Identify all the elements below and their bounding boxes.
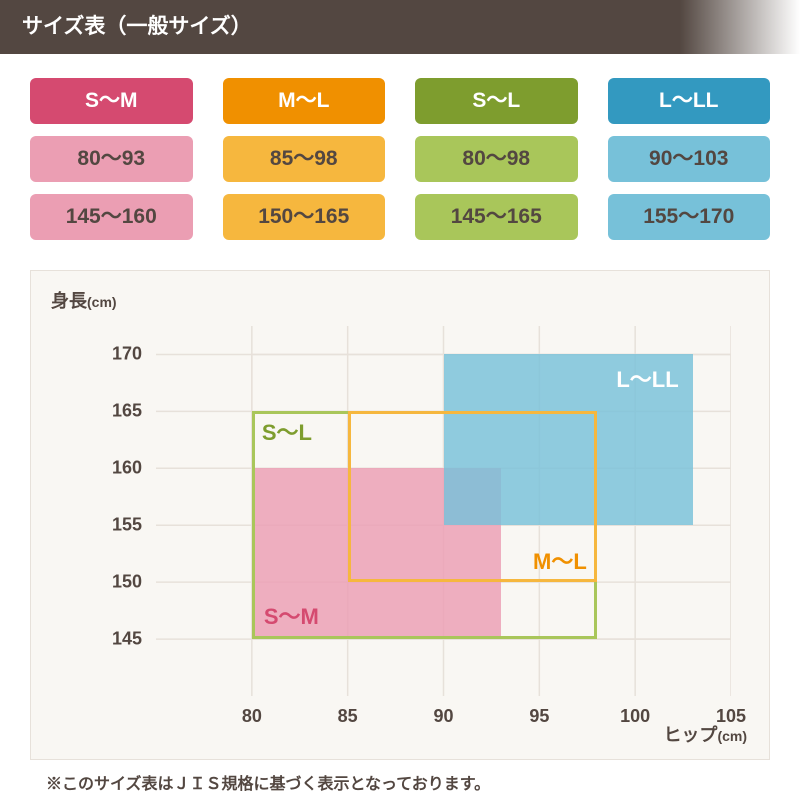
size-chart: 身長(cm) 80859095100105145150155160165170S… [30, 270, 770, 760]
x-tick: 100 [620, 696, 650, 727]
size-table: S～M M～L S～L L～LL 80～93 85～98 80～98 90～103 145～… [0, 54, 800, 270]
x-tick: 80 [242, 696, 262, 727]
size-cell: 150～165 [223, 194, 386, 240]
header-title: サイズ表（一般サイズ） [0, 0, 800, 54]
x-axis-title: ヒップ(cm) [663, 721, 747, 747]
size-cell: S～L [415, 78, 578, 124]
size-cell: 155～170 [608, 194, 771, 240]
size-cell: 80～93 [30, 136, 193, 182]
size-cell: L～LL [608, 78, 771, 124]
plot-area: 80859095100105145150155160165170S～ML～LLS… [156, 326, 731, 696]
y-tick: 150 [112, 572, 156, 593]
y-tick: 165 [112, 401, 156, 422]
x-tick: 85 [338, 696, 358, 727]
size-cell: 85～98 [223, 136, 386, 182]
y-tick: 155 [112, 515, 156, 536]
size-cell: 145～165 [415, 194, 578, 240]
x-tick: 95 [529, 696, 549, 727]
x-tick: 90 [433, 696, 453, 727]
y-tick: 145 [112, 629, 156, 650]
y-tick: 160 [112, 458, 156, 479]
size-cell: S～M [30, 78, 193, 124]
size-region-label: S～L [262, 415, 312, 447]
size-region-label: L～LL [616, 362, 678, 394]
size-region-label: M～L [533, 544, 587, 576]
size-cell: M～L [223, 78, 386, 124]
y-tick: 170 [112, 344, 156, 365]
y-axis-title: 身長(cm) [51, 287, 117, 313]
size-cell: 80～98 [415, 136, 578, 182]
size-cell: 145～160 [30, 194, 193, 240]
footnote: ※このサイズ表はＪＩＳ規格に基づく表示となっております。 [46, 770, 770, 794]
size-region: M～L [348, 411, 597, 582]
size-cell: 90～103 [608, 136, 771, 182]
